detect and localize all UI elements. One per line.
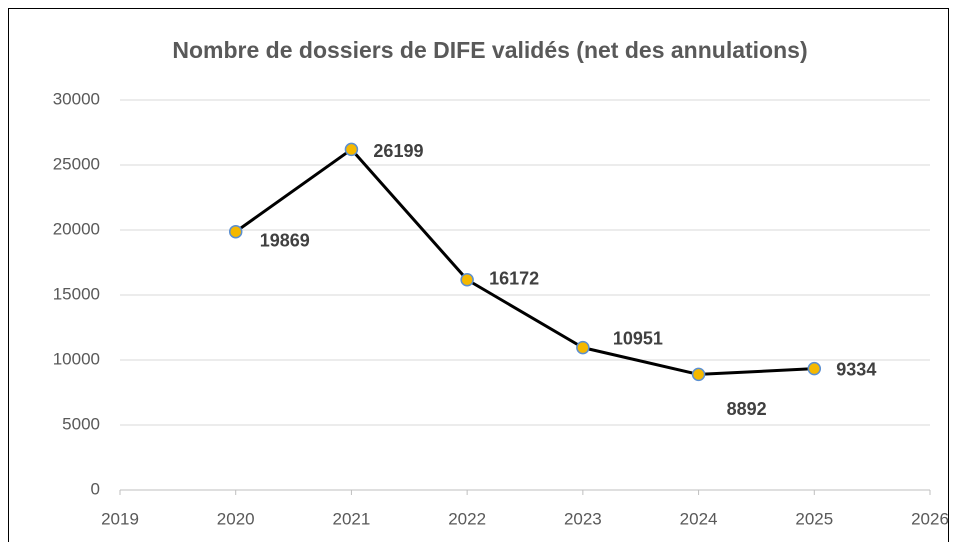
chart-title: Nombre de dossiers de DIFE validés (net … bbox=[172, 37, 807, 63]
y-tick-label: 10000 bbox=[53, 349, 100, 368]
x-tick-label: 2022 bbox=[448, 509, 486, 528]
point bbox=[691, 367, 706, 382]
data-label: 10951 bbox=[613, 328, 663, 348]
x-tick-label: 2024 bbox=[680, 509, 718, 528]
data-label: 9334 bbox=[836, 359, 876, 379]
point bbox=[807, 361, 822, 376]
point bbox=[460, 273, 474, 287]
data-label: 19869 bbox=[260, 230, 310, 250]
point bbox=[576, 340, 590, 355]
point bbox=[344, 142, 359, 157]
y-tick-label: 30000 bbox=[53, 89, 100, 108]
x-tick-label: 2026 bbox=[911, 509, 949, 528]
y-tick-label: 25000 bbox=[53, 154, 100, 173]
x-tick-label: 2020 bbox=[217, 509, 255, 528]
data-label: 8892 bbox=[727, 399, 767, 419]
y-tick-label: 15000 bbox=[53, 284, 100, 303]
data-label: 26199 bbox=[373, 141, 423, 161]
x-tick-label: 2019 bbox=[101, 509, 139, 528]
series-line bbox=[234, 147, 815, 376]
data-label: 16172 bbox=[489, 269, 539, 289]
chart-border bbox=[8, 8, 949, 547]
x-tick-label: 2023 bbox=[564, 509, 602, 528]
y-tick-label: 0 bbox=[91, 479, 100, 498]
y-tick-label: 20000 bbox=[53, 219, 100, 238]
point bbox=[228, 224, 243, 239]
y-tick-label: 5000 bbox=[62, 414, 100, 433]
x-tick-label: 2025 bbox=[795, 509, 833, 528]
x-tick-label: 2021 bbox=[333, 509, 371, 528]
